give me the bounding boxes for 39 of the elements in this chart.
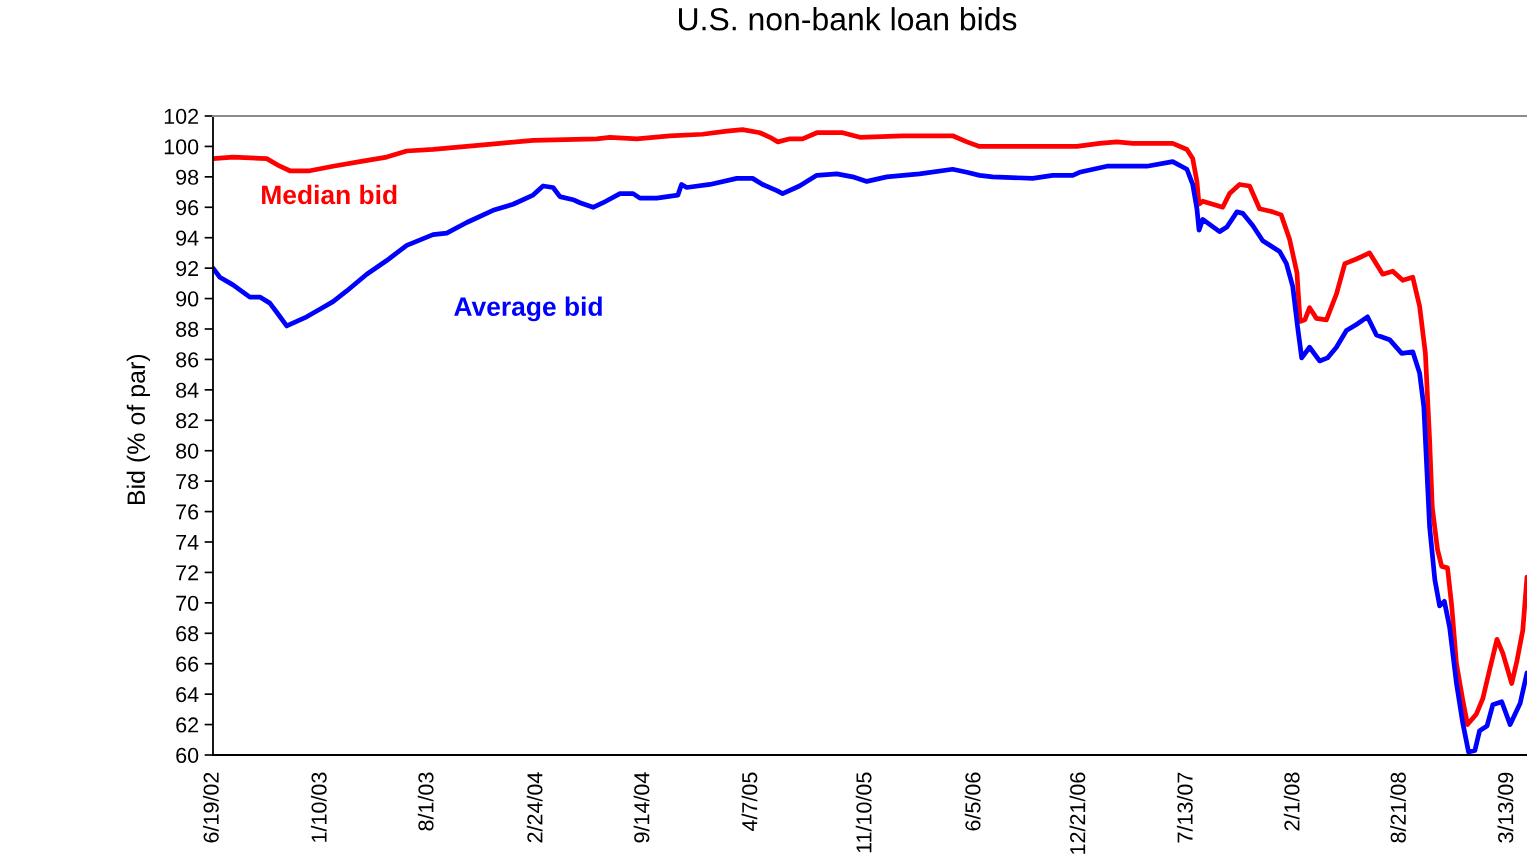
y-tick-label: 96 xyxy=(176,200,199,216)
x-tick-label: 4/7/05 xyxy=(741,772,758,832)
y-tick-label: 64 xyxy=(176,686,199,703)
chart-title: U.S. non-bank loan bids xyxy=(679,7,1017,31)
x-tick-label: 11/10/05 xyxy=(855,772,872,853)
x-tick-label: 3/13/09 xyxy=(1497,772,1514,843)
series-label: Median bid xyxy=(262,184,397,205)
y-tick-label: 60 xyxy=(176,747,199,764)
y-tick-label: 66 xyxy=(176,656,199,672)
y-tick-label: 80 xyxy=(176,443,199,459)
x-tick-label: 8/1/03 xyxy=(417,772,434,831)
x-tick-label: 8/21/08 xyxy=(1390,772,1406,843)
y-tick-label: 70 xyxy=(176,595,199,611)
x-tick-label: 12/21/06 xyxy=(1069,772,1086,854)
y-tick-label: 98 xyxy=(176,169,199,185)
y-tick-label: 68 xyxy=(176,626,199,642)
y-tick-label: 74 xyxy=(176,534,199,550)
y-tick-label: 90 xyxy=(176,291,199,307)
y-tick-label: 94 xyxy=(176,230,199,246)
y-tick-label: 84 xyxy=(176,382,199,398)
x-tick-label: 1/10/03 xyxy=(310,772,327,842)
y-tick-label: 102 xyxy=(164,108,199,125)
y-tick-label: 86 xyxy=(176,352,199,368)
y-tick-label: 78 xyxy=(176,473,199,490)
x-tick-label: 6/5/06 xyxy=(964,772,981,831)
x-tick-label: 9/14/04 xyxy=(633,772,650,843)
y-tick-label: 82 xyxy=(176,413,199,429)
y-tick-label: 62 xyxy=(176,717,199,733)
x-tick-label: 7/13/07 xyxy=(1176,772,1193,843)
text: Average bid xyxy=(454,296,602,322)
y-tick-label: 88 xyxy=(176,321,199,338)
x-tick-label: 6/19/02 xyxy=(202,772,219,843)
x-tick-label: 2/24/04 xyxy=(526,772,543,843)
y-tick-label: 92 xyxy=(176,260,199,277)
y-tick-label: 72 xyxy=(176,565,199,581)
y-tick-label: 100 xyxy=(164,139,199,155)
y-tick-label: 76 xyxy=(176,504,199,520)
y-axis-title: Bid (% of par) xyxy=(126,354,150,505)
x-tick-label: 2/1/08 xyxy=(1283,772,1300,831)
